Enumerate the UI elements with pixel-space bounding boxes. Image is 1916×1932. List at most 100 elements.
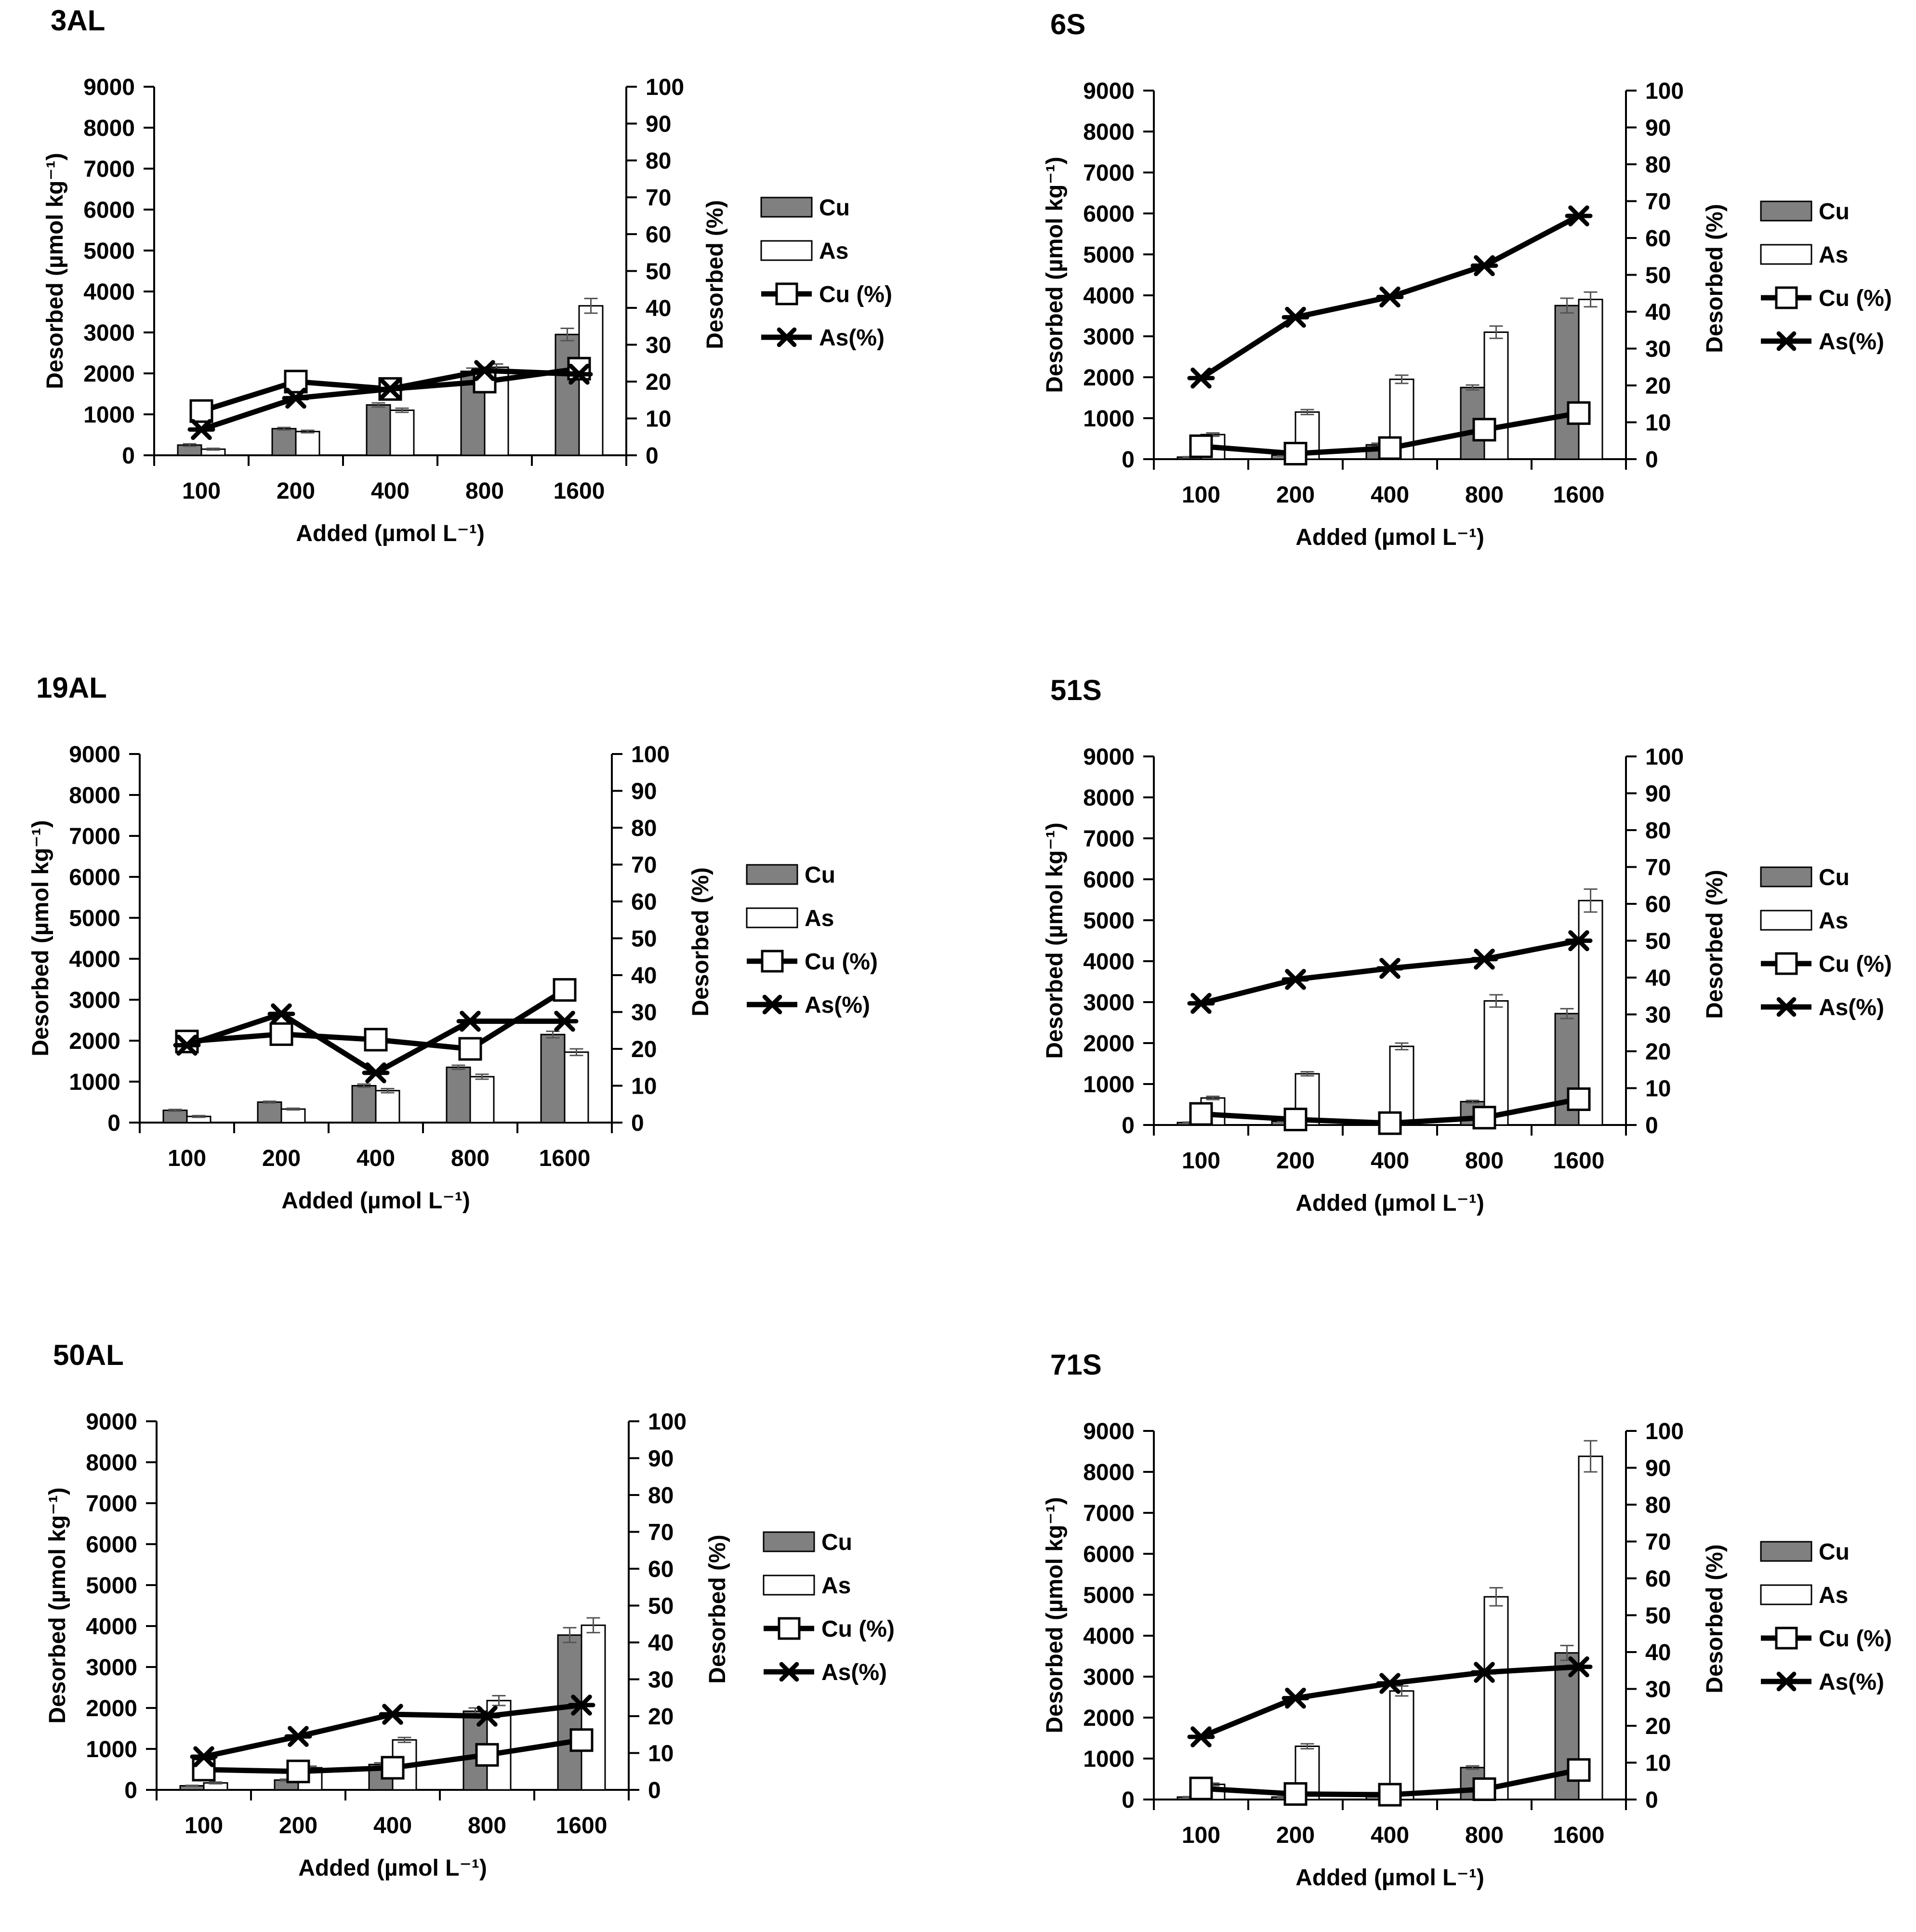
- legend: Cu As Cu (%) As(%): [1760, 199, 1892, 355]
- y2-tick-label: 90: [648, 1446, 674, 1472]
- bar-cu: [366, 404, 391, 456]
- point-cu-pct: [1189, 1776, 1213, 1800]
- y2-tick-label: 40: [648, 1630, 674, 1656]
- marker-stroke: [1379, 1673, 1401, 1694]
- point-cu-pct: [569, 1728, 594, 1752]
- x-axis-title: Added (µmol L⁻¹): [281, 1188, 470, 1214]
- legend-label: As(%): [1819, 329, 1884, 355]
- x-tick-label: 800: [468, 1813, 506, 1839]
- line-as-pct: [1200, 938, 1580, 1006]
- chart-title: 6S: [1050, 8, 1086, 40]
- y-tick-label: 0: [122, 443, 135, 469]
- y-tick-label: 6000: [69, 865, 120, 890]
- point-cu-pct: [1472, 418, 1496, 442]
- point-cu-pct: [1189, 434, 1213, 458]
- x-tick-label: 100: [1182, 1823, 1220, 1848]
- y-tick-label: 8000: [69, 783, 120, 808]
- point-cu-pct: [1189, 1102, 1213, 1126]
- y-tick-label: 2000: [86, 1696, 137, 1721]
- x-tick-label: 200: [1276, 1148, 1315, 1174]
- legend-marker-square: [775, 282, 798, 305]
- y2-tick-label: 10: [1645, 1076, 1671, 1102]
- legend-label: Cu (%): [805, 949, 878, 975]
- y-tick-label: 9000: [1083, 744, 1135, 770]
- x-tick-label: 1600: [554, 478, 605, 504]
- y-tick-label: 2000: [1083, 1031, 1135, 1057]
- point-as-pct: [284, 1726, 312, 1747]
- x-tick-label: 400: [357, 1146, 395, 1171]
- y2-tick-label: 20: [631, 1037, 657, 1062]
- bar-as: [1483, 1596, 1509, 1800]
- marker-stroke: [779, 1662, 799, 1682]
- y2-tick-label: 90: [1645, 1456, 1671, 1482]
- marker-stroke: [1776, 331, 1797, 351]
- y-axis-title: Desorbed (µmol kg⁻¹): [45, 1487, 70, 1723]
- legend-swatch-as: [1760, 1584, 1812, 1605]
- chart-svg: 0 1000 2000 3000 4000 5000 6000 7000 8000 9000 0 10…: [1042, 79, 1892, 550]
- y2-tick-label: 0: [631, 1111, 644, 1136]
- bar-as: [389, 410, 415, 456]
- legend-label: Cu (%): [819, 282, 892, 307]
- point-as-pct: [551, 1010, 579, 1032]
- point-cu-pct: [1283, 442, 1308, 466]
- y2-tick-label: 60: [646, 222, 671, 248]
- y2-tick-label: 30: [1645, 1003, 1671, 1028]
- legend-swatch-cu: [1760, 1541, 1812, 1562]
- y2-axis-title: Desorbed (%): [688, 867, 714, 1016]
- point-as-pct: [1470, 1662, 1498, 1683]
- bar-cu: [540, 1033, 566, 1124]
- y2-tick-label: 50: [1645, 929, 1671, 954]
- x-tick-label: 400: [373, 1813, 412, 1839]
- x-axis-title: Added (µmol L⁻¹): [298, 1855, 487, 1881]
- legend-marker-star: [1773, 997, 1799, 1017]
- y2-tick-label: 100: [646, 75, 684, 100]
- x-tick-label: 200: [1276, 1823, 1315, 1848]
- marker-stroke: [1379, 958, 1401, 979]
- legend-label: Cu: [1819, 1539, 1850, 1565]
- marker-stroke: [1379, 286, 1401, 308]
- x-tick-label: 200: [1276, 482, 1315, 508]
- point-as-pct: [379, 1704, 407, 1725]
- point-as-pct: [1282, 969, 1309, 990]
- point-cu-pct: [1378, 436, 1402, 460]
- y2-tick-label: 10: [631, 1074, 657, 1099]
- y-tick-label: 4000: [1083, 1624, 1135, 1649]
- y2-tick-label: 50: [646, 259, 671, 285]
- bar-as: [564, 1051, 589, 1124]
- legend-label: Cu: [1819, 199, 1850, 225]
- x-tick-label: 1600: [1553, 1148, 1605, 1174]
- point-cu-pct: [269, 1022, 293, 1046]
- legend-swatch-as: [1760, 910, 1812, 931]
- x-tick-label: 800: [1465, 1148, 1504, 1174]
- bar-cu: [257, 1101, 282, 1124]
- chart-svg: 0 1000 2000 3000 4000 5000 6000 7000 8000 9000 0 10…: [1042, 744, 1892, 1216]
- marker-stroke: [1776, 1671, 1797, 1692]
- y-tick-label: 3000: [1083, 990, 1135, 1016]
- y-tick-label: 6000: [83, 198, 135, 223]
- y-tick-label: 0: [124, 1778, 137, 1803]
- y2-tick-label: 40: [1645, 966, 1671, 991]
- y-tick-label: 0: [1122, 1113, 1135, 1138]
- point-cu-pct: [364, 1028, 388, 1052]
- legend-swatch-cu: [760, 197, 813, 218]
- y2-tick-label: 20: [646, 370, 671, 395]
- y2-tick-label: 30: [1645, 337, 1671, 362]
- y-tick-label: 5000: [86, 1573, 137, 1599]
- y-tick-label: 1000: [1083, 1747, 1135, 1772]
- point-as-pct: [1282, 306, 1309, 328]
- y2-tick-label: 50: [1645, 1603, 1671, 1629]
- marker-stroke: [1190, 1726, 1212, 1747]
- x-tick-label: 400: [1371, 1823, 1409, 1848]
- y2-axis-title: Desorbed (%): [705, 1535, 730, 1683]
- marker-stroke: [1474, 255, 1495, 277]
- y-tick-label: 2000: [69, 1029, 120, 1054]
- y-axis-title: Desorbed (µmol kg⁻¹): [42, 153, 68, 389]
- y-tick-label: 3000: [86, 1655, 137, 1681]
- y2-axis-title: Desorbed (%): [1702, 204, 1728, 353]
- marker-stroke: [1285, 306, 1306, 328]
- legend-marker-star: [759, 994, 785, 1015]
- marker-stroke: [191, 419, 212, 440]
- y2-tick-label: 70: [646, 185, 671, 211]
- y-tick-label: 4000: [86, 1614, 137, 1640]
- marker-stroke: [1285, 969, 1306, 990]
